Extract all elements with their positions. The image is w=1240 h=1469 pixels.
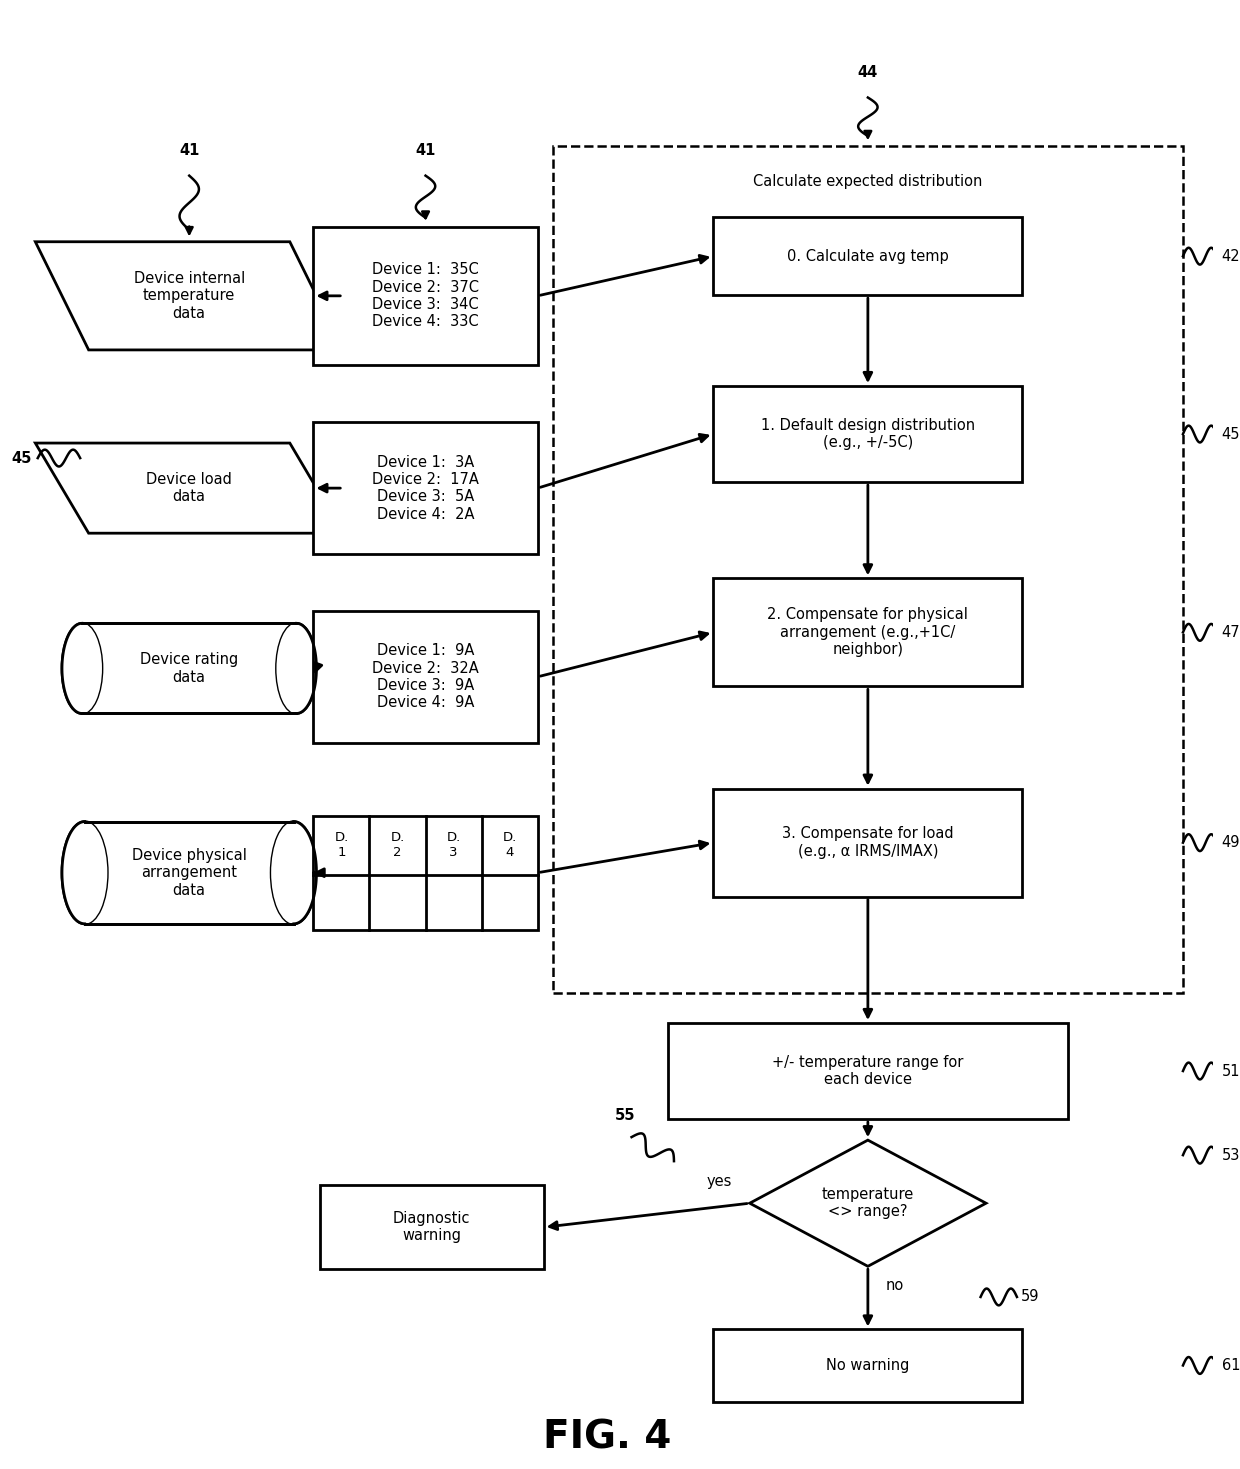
FancyBboxPatch shape [713,579,1023,686]
Text: 41: 41 [415,142,435,157]
Text: 59: 59 [1021,1290,1039,1304]
FancyBboxPatch shape [314,611,538,743]
Text: D.
3: D. 3 [446,831,461,859]
Ellipse shape [272,821,316,924]
FancyBboxPatch shape [713,1329,1023,1401]
Text: Device 1:  35C
Device 2:  37C
Device 3:  34C
Device 4:  33C: Device 1: 35C Device 2: 37C Device 3: 34… [372,263,479,329]
Ellipse shape [277,623,316,714]
Text: 41: 41 [179,142,200,157]
Text: temperature
<> range?: temperature <> range? [822,1187,914,1219]
Text: yes: yes [706,1174,732,1188]
Text: Device 1:  3A
Device 2:  17A
Device 3:  5A
Device 4:  2A: Device 1: 3A Device 2: 17A Device 3: 5A … [372,454,479,521]
FancyBboxPatch shape [82,623,296,714]
Text: 49: 49 [1221,836,1240,851]
FancyBboxPatch shape [84,821,294,924]
Text: 51: 51 [1221,1064,1240,1078]
FancyBboxPatch shape [668,1022,1068,1119]
FancyBboxPatch shape [320,1185,543,1269]
Text: Device physical
arrangement
data: Device physical arrangement data [131,848,247,898]
Text: Device rating
data: Device rating data [140,652,238,685]
Text: 45: 45 [11,451,32,466]
Text: D.
4: D. 4 [502,831,517,859]
Text: 2. Compensate for physical
arrangement (e.g.,+1C/
neighbor): 2. Compensate for physical arrangement (… [768,608,968,657]
FancyBboxPatch shape [713,386,1023,482]
FancyBboxPatch shape [713,217,1023,295]
Ellipse shape [62,623,102,714]
Text: 42: 42 [1221,248,1240,263]
Text: 45: 45 [1221,426,1240,442]
Polygon shape [750,1140,986,1266]
Text: 61: 61 [1221,1357,1240,1374]
Text: D.
1: D. 1 [335,831,348,859]
Text: 47: 47 [1221,624,1240,640]
Text: No warning: No warning [826,1357,910,1374]
Text: 1. Default design distribution
(e.g., +/-5C): 1. Default design distribution (e.g., +/… [761,417,975,450]
FancyBboxPatch shape [713,789,1023,896]
Text: no: no [887,1278,904,1293]
Text: Calculate expected distribution: Calculate expected distribution [753,175,982,190]
FancyBboxPatch shape [314,422,538,554]
Text: Device load
data: Device load data [146,472,232,504]
FancyBboxPatch shape [314,815,538,930]
Polygon shape [35,444,343,533]
Text: Diagnostic
warning: Diagnostic warning [393,1210,470,1243]
Text: 55: 55 [615,1108,636,1122]
Text: Device 1:  9A
Device 2:  32A
Device 3:  9A
Device 4:  9A: Device 1: 9A Device 2: 32A Device 3: 9A … [372,643,479,711]
Ellipse shape [62,821,108,924]
Ellipse shape [62,821,108,924]
Ellipse shape [272,821,316,924]
Text: D.
2: D. 2 [391,831,404,859]
Ellipse shape [62,623,102,714]
Text: Device internal
temperature
data: Device internal temperature data [134,270,244,320]
Text: +/- temperature range for
each device: +/- temperature range for each device [773,1055,963,1087]
Text: 53: 53 [1221,1147,1240,1162]
Polygon shape [35,242,343,350]
FancyBboxPatch shape [314,226,538,364]
Text: FIG. 4: FIG. 4 [543,1419,672,1457]
Text: 0. Calculate avg temp: 0. Calculate avg temp [787,248,949,263]
Ellipse shape [277,623,316,714]
Text: 3. Compensate for load
(e.g., α IRMS/IMAX): 3. Compensate for load (e.g., α IRMS/IMA… [782,827,954,859]
Text: 44: 44 [858,65,878,79]
